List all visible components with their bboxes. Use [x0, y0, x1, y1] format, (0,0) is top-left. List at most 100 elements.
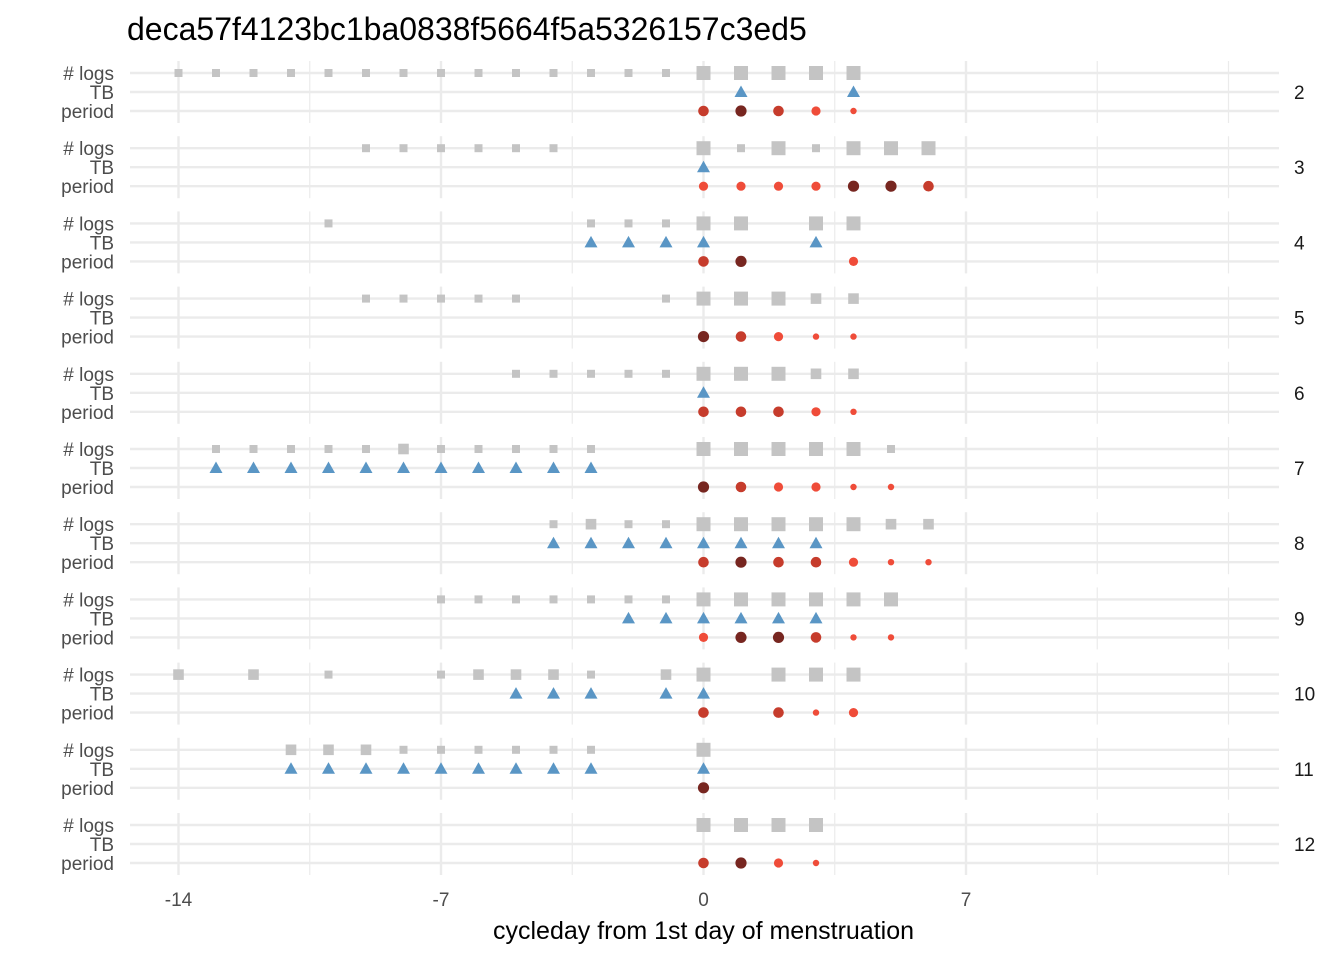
panel-label: 7	[1294, 459, 1305, 480]
tb-mark	[359, 461, 373, 473]
row-label: # logs	[63, 139, 114, 160]
period-mark	[885, 180, 897, 192]
log-count-mark	[812, 144, 820, 153]
log-count-mark	[399, 69, 408, 77]
tb-mark	[659, 235, 673, 248]
tb-mark	[809, 235, 823, 248]
row-label: TB	[90, 233, 114, 254]
tb-mark	[622, 235, 635, 248]
log-count-mark	[809, 592, 823, 607]
row-label: # logs	[63, 440, 114, 461]
log-count-mark	[734, 818, 748, 832]
period-mark	[850, 408, 857, 415]
log-count-mark	[437, 670, 445, 679]
log-count-mark	[360, 744, 372, 756]
tb-mark	[472, 461, 485, 473]
log-count-mark	[324, 670, 333, 679]
period-mark	[887, 559, 895, 566]
log-count-mark	[212, 69, 220, 77]
log-count-mark	[771, 291, 786, 306]
log-count-mark	[846, 216, 861, 231]
log-count-mark	[587, 745, 595, 754]
x-axis-label: cycleday from 1st day of menstruation	[493, 917, 914, 945]
log-count-mark	[771, 442, 786, 456]
log-count-mark	[809, 517, 823, 532]
period-mark	[850, 333, 857, 340]
log-count-mark	[846, 66, 861, 80]
tb-mark	[322, 762, 335, 774]
log-count-mark	[810, 368, 822, 380]
period-mark	[735, 331, 747, 342]
log-count-mark	[512, 369, 520, 378]
log-count-mark	[287, 69, 295, 77]
log-count-mark	[474, 144, 483, 153]
row-label: # logs	[63, 590, 114, 611]
tb-mark	[397, 461, 410, 473]
row-label: TB	[90, 835, 114, 856]
log-count-mark	[771, 818, 786, 832]
log-count-mark	[885, 518, 897, 530]
tb-mark	[697, 386, 710, 398]
log-count-mark	[437, 294, 445, 303]
tb-mark	[434, 461, 448, 473]
tb-mark	[209, 461, 223, 473]
log-count-mark	[549, 445, 558, 453]
period-mark	[735, 481, 747, 493]
log-count-mark	[587, 219, 595, 228]
row-label: # logs	[63, 666, 114, 687]
row-label: period	[61, 252, 114, 273]
row-label: period	[61, 628, 114, 649]
log-count-mark	[587, 595, 595, 604]
log-count-mark	[212, 445, 220, 453]
log-count-mark	[696, 742, 711, 757]
row-label: period	[61, 328, 114, 349]
tb-mark	[509, 762, 523, 774]
row-label: # logs	[63, 741, 114, 762]
log-count-mark	[549, 369, 558, 378]
log-count-mark	[734, 517, 748, 532]
log-count-mark	[510, 669, 522, 680]
log-count-mark	[734, 66, 748, 80]
period-mark	[697, 782, 710, 794]
tb-mark	[734, 536, 748, 549]
row-label: # logs	[63, 365, 114, 386]
tb-mark	[772, 536, 785, 549]
log-count-mark	[624, 369, 633, 378]
tb-mark	[284, 762, 298, 774]
period-mark	[698, 707, 709, 718]
period-mark	[735, 255, 747, 267]
log-count-mark	[848, 368, 859, 380]
log-count-mark	[287, 445, 295, 453]
log-count-mark	[474, 294, 483, 303]
log-count-mark	[771, 366, 786, 381]
log-count-mark	[398, 443, 409, 455]
log-count-mark	[662, 69, 670, 77]
log-count-mark	[846, 592, 861, 607]
tb-mark	[697, 235, 710, 248]
period-mark	[773, 181, 784, 191]
period-mark	[736, 181, 746, 191]
period-mark	[923, 180, 934, 192]
log-count-mark	[696, 291, 711, 306]
row-label: period	[61, 779, 114, 800]
panel-label: 10	[1294, 685, 1315, 706]
log-count-mark	[587, 369, 595, 378]
log-count-mark	[884, 592, 898, 607]
log-count-mark	[734, 216, 748, 231]
tb-mark	[659, 687, 673, 699]
log-count-mark	[174, 69, 183, 77]
row-label: period	[61, 403, 114, 424]
row-label: TB	[90, 83, 114, 104]
log-count-mark	[696, 667, 711, 682]
log-count-mark	[437, 69, 445, 77]
tb-mark	[622, 611, 635, 624]
log-count-mark	[696, 442, 711, 456]
log-count-mark	[324, 69, 333, 77]
tb-mark	[809, 611, 823, 624]
log-count-mark	[512, 144, 520, 153]
period-mark	[811, 482, 821, 492]
row-label: # logs	[63, 214, 114, 235]
log-count-mark	[512, 595, 520, 604]
tb-mark	[284, 461, 298, 473]
tb-mark	[584, 235, 598, 248]
